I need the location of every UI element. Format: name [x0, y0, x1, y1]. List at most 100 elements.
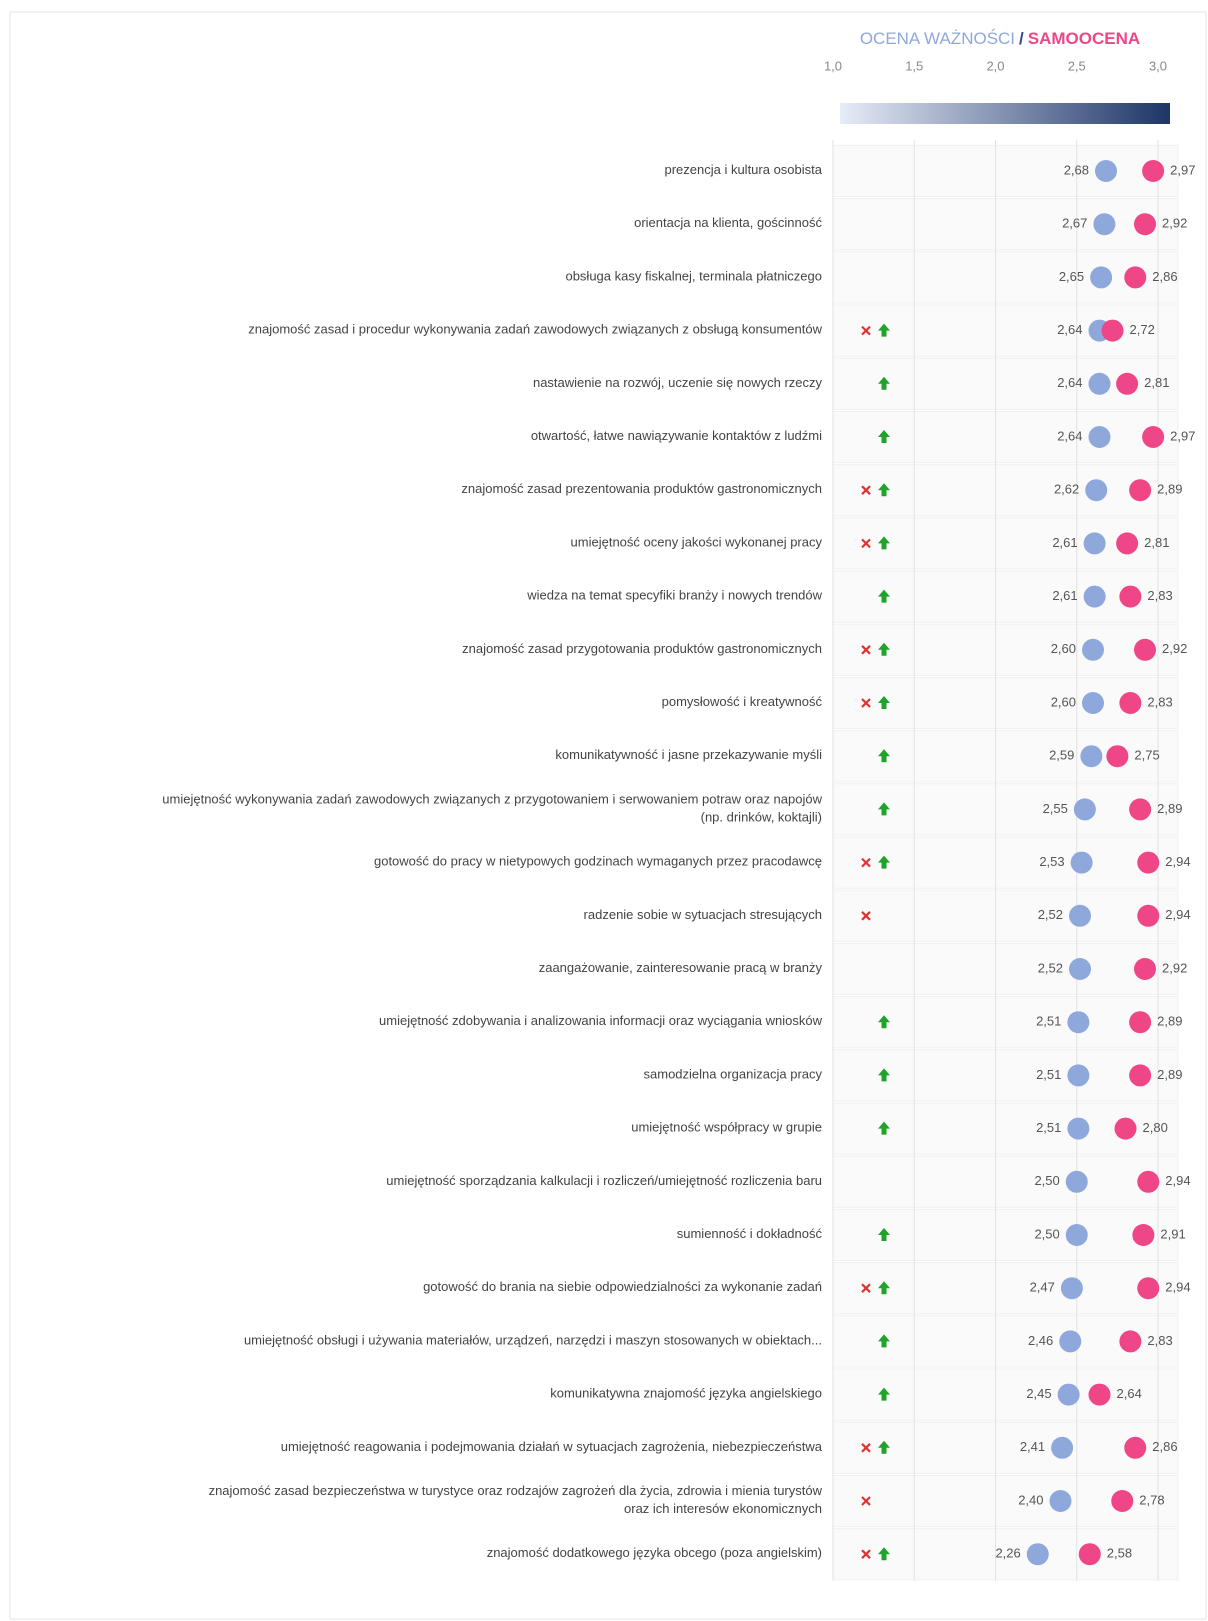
x-tick-label: 3,0 — [1149, 58, 1167, 73]
arrow-icon — [878, 1387, 890, 1401]
x-tick-label: 1,5 — [905, 58, 923, 73]
arrow-icon — [878, 696, 890, 709]
row-band — [832, 996, 1179, 1049]
arrow-icon — [878, 1015, 890, 1029]
arrow-icon — [878, 855, 890, 869]
dot — [1059, 1330, 1082, 1353]
value-label: 2,97 — [1170, 162, 1195, 177]
category-label-line: obsługa kasy fiskalnej, terminala płatni… — [565, 269, 822, 284]
row-band — [832, 1049, 1179, 1102]
dot — [1080, 745, 1103, 768]
category-label: znajomość zasad przygotowania produktów … — [462, 641, 822, 656]
dot — [1090, 266, 1113, 289]
category-label: radzenie sobie w sytuacjach stresujących — [584, 907, 822, 922]
dot — [1070, 851, 1093, 874]
value-label: 2,81 — [1144, 535, 1169, 550]
arrow-icon — [878, 376, 890, 390]
category-label: zaangażowanie, zainteresowanie pracą w b… — [539, 960, 823, 975]
dot — [1119, 692, 1142, 714]
value-label: 2,80 — [1143, 1120, 1168, 1135]
dot — [1134, 213, 1156, 236]
category-label-line: oraz ich interesów ekonomicznych — [624, 1501, 822, 1516]
value-label: 2,89 — [1157, 1067, 1182, 1082]
row-band — [832, 198, 1179, 251]
row-band — [832, 942, 1179, 996]
dot — [1067, 1011, 1090, 1034]
arrow-icon — [878, 430, 890, 443]
dot — [1026, 1543, 1049, 1566]
value-label: 2,78 — [1139, 1492, 1164, 1507]
category-label: umiejętność wykonywania zadań zawodowych… — [162, 792, 822, 825]
value-label: 2,94 — [1165, 854, 1190, 869]
category-label-line: umiejętność wykonywania zadań zawodowych… — [162, 792, 822, 807]
cross-icon — [861, 1283, 871, 1293]
cross-icon — [861, 485, 871, 495]
category-label: orientacja na klienta, gościnność — [634, 216, 822, 231]
row-band — [832, 251, 1179, 304]
value-label: 2,75 — [1134, 748, 1159, 763]
value-label: 2,45 — [1026, 1386, 1051, 1401]
category-label: umiejętność obsługi i używania materiałó… — [244, 1333, 822, 1348]
value-label: 2,52 — [1038, 960, 1063, 975]
dot — [1129, 1064, 1152, 1087]
value-label: 2,64 — [1057, 428, 1082, 443]
category-label-line: umiejętność oceny jakości wykonanej prac… — [571, 535, 823, 550]
category-label-line: umiejętność sporządzania kalkulacji i ro… — [386, 1173, 822, 1188]
arrow-icon — [878, 1334, 890, 1348]
dot — [1142, 160, 1165, 182]
arrow-icon — [878, 1068, 890, 1082]
cross-icon — [861, 911, 871, 921]
value-label: 2,53 — [1039, 854, 1064, 869]
category-label-line: prezencja i kultura osobista — [664, 162, 822, 177]
dot — [1088, 372, 1111, 395]
dot — [1049, 1490, 1072, 1512]
dot — [1051, 1436, 1074, 1459]
dot — [1082, 638, 1104, 661]
row-band — [832, 836, 1179, 889]
value-label: 2,64 — [1117, 1386, 1142, 1401]
dot — [1067, 1117, 1090, 1140]
arrow-icon — [878, 802, 890, 816]
value-label: 2,92 — [1162, 641, 1187, 656]
value-label: 2,26 — [995, 1546, 1020, 1561]
dot — [1132, 1224, 1155, 1246]
category-label: komunikatywna znajomość języka angielski… — [550, 1386, 822, 1401]
dot — [1114, 1117, 1137, 1140]
row-band — [832, 1155, 1179, 1208]
value-label: 2,52 — [1038, 907, 1063, 922]
category-label-line: (np. drinków, koktajli) — [701, 810, 822, 825]
category-label-line: umiejętność zdobywania i analizowania in… — [379, 1014, 823, 1029]
dot — [1116, 532, 1139, 555]
dot — [1119, 1330, 1142, 1353]
category-label-line: znajomość dodatkowego języka obcego (poz… — [487, 1546, 822, 1561]
row-band — [832, 144, 1179, 198]
value-label: 2,81 — [1144, 375, 1169, 390]
legend-entry: SAMOOCENA — [1028, 29, 1140, 48]
value-label: 2,64 — [1057, 322, 1082, 337]
dot — [1082, 692, 1104, 714]
category-label-line: umiejętność obsługi i używania materiałó… — [244, 1333, 822, 1348]
dot — [1137, 1170, 1160, 1193]
category-label: umiejętność zdobywania i analizowania in… — [379, 1014, 823, 1029]
category-label-line: umiejętność reagowania i podejmowania dz… — [281, 1439, 823, 1454]
category-label-line: znajomość zasad przygotowania produktów … — [462, 641, 822, 656]
category-label-line: znajomość zasad i procedur wykonywania z… — [248, 322, 822, 337]
row-band — [832, 623, 1179, 676]
arrow-icon — [878, 483, 890, 497]
category-label-line: gotowość do brania na siebie odpowiedzia… — [423, 1280, 822, 1295]
chart-title: OCENA WAŻNOŚCI / SAMOOCENA — [860, 29, 1140, 48]
dot — [1119, 585, 1142, 608]
category-label: wiedza na temat specyfiki branży i nowyc… — [526, 588, 822, 603]
dot — [1129, 1011, 1152, 1034]
dot — [1067, 1064, 1090, 1087]
row-band — [832, 1368, 1179, 1421]
value-label: 2,61 — [1052, 535, 1077, 550]
category-label-line: samodzielna organizacja pracy — [644, 1067, 823, 1082]
arrow-icon — [878, 642, 890, 656]
row-band — [832, 783, 1179, 836]
value-label: 2,60 — [1051, 641, 1076, 656]
dot — [1111, 1490, 1134, 1512]
category-label: obsługa kasy fiskalnej, terminala płatni… — [565, 269, 822, 284]
category-label: znajomość zasad i procedur wykonywania z… — [248, 322, 822, 337]
value-label: 2,94 — [1165, 907, 1190, 922]
